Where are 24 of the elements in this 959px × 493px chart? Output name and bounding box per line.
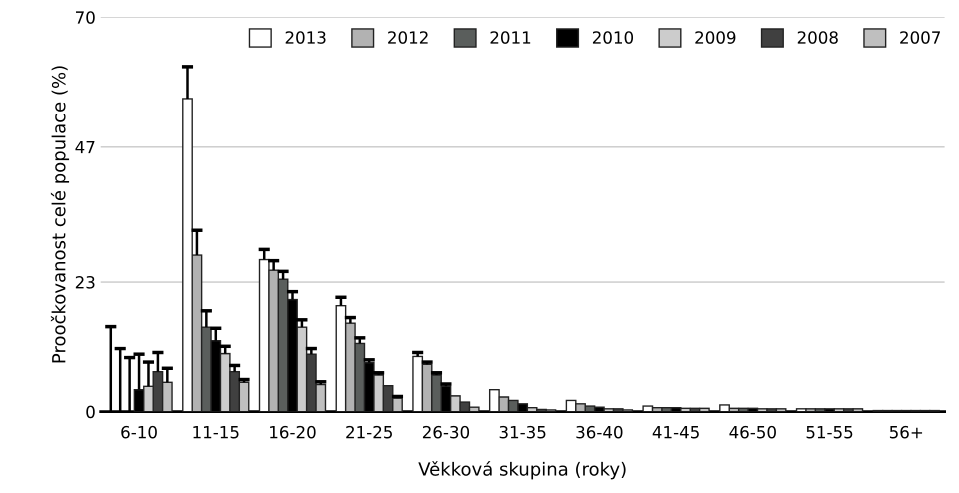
x-tick-label: 6-10: [121, 426, 157, 438]
x-tick-label: 46-50: [729, 426, 776, 438]
legend-label: 2010: [592, 31, 634, 44]
x-tick-label: 56+: [890, 426, 922, 438]
x-tick-label: 11-15: [193, 426, 239, 438]
legend-label: 2007: [900, 31, 940, 44]
legend-label: 2011: [490, 31, 530, 44]
legend-label: 2013: [286, 31, 326, 44]
x-tick-label: 16-20: [270, 426, 316, 438]
x-tick-label: 36-40: [576, 426, 622, 438]
y-tick-label: 70: [76, 11, 95, 24]
legend-label: 2009: [695, 31, 736, 44]
x-tick-label: 41-45: [652, 426, 699, 438]
y-tick-label: 23: [76, 276, 94, 289]
y-tick-label: 47: [75, 141, 94, 154]
y-tick-label: 0: [86, 406, 95, 418]
x-tick-label: 31-35: [500, 426, 546, 438]
legend-label: 2008: [798, 31, 838, 44]
legend-label: 2012: [388, 31, 428, 44]
x-tick-label: 51-55: [806, 426, 852, 438]
x-tick-label: 26-30: [422, 426, 470, 438]
x-axis-title: Věkková skupina (roky): [418, 461, 626, 480]
x-tick-label: 21-25: [346, 426, 392, 438]
y-axis-title: Proočkovanost celé populace (%): [50, 66, 70, 362]
